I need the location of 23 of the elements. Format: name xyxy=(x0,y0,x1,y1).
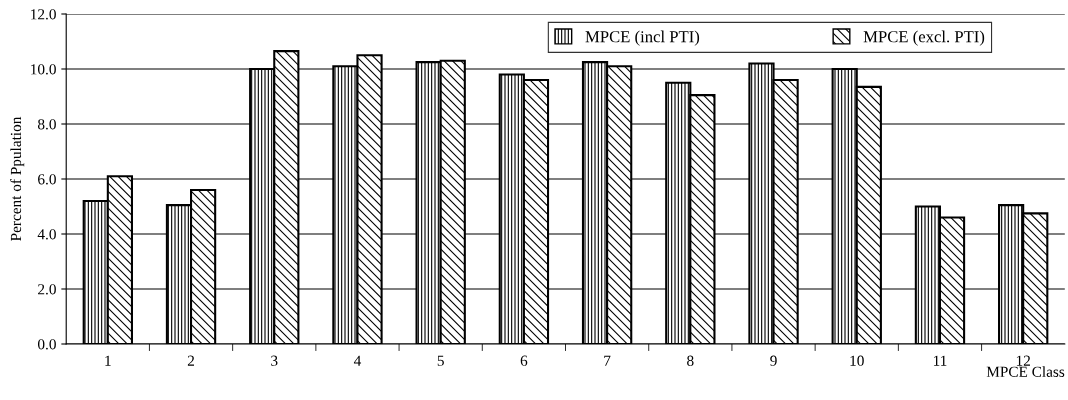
y-tick-label: 8.0 xyxy=(37,119,56,130)
legend-label: MPCE (incl PTI) xyxy=(585,30,700,46)
x-tick-label: 3 xyxy=(271,355,278,366)
y-tick-label: 2.0 xyxy=(38,284,56,295)
x-tick-label: 9 xyxy=(770,355,777,366)
y-tick-label: 10.0 xyxy=(31,64,56,75)
y-tick-label: 6.0 xyxy=(38,174,56,185)
x-tick-label: 6 xyxy=(520,355,528,366)
x-tick-label: 5 xyxy=(437,355,444,366)
y-tick-label: 4.0 xyxy=(37,229,56,240)
x-tick-label: 1 xyxy=(105,355,111,366)
x-tick-label: 12 xyxy=(1016,355,1030,366)
x-tick-label: 8 xyxy=(687,355,694,366)
y-tick-label: 12.0 xyxy=(31,9,56,20)
x-tick-label: 11 xyxy=(933,355,947,366)
x-tick-label: 10 xyxy=(850,355,864,366)
x-tick-label: 2 xyxy=(187,355,195,366)
x-tick-label: 7 xyxy=(604,355,611,366)
y-axis-title: Percent of Ppulation xyxy=(10,116,25,241)
y-tick-label: 0.0 xyxy=(37,339,56,350)
x-tick-label: 4 xyxy=(353,355,362,366)
x-axis-title: MPCE Class xyxy=(986,366,1065,377)
legend-label: MPCE (excl. PTI) xyxy=(863,30,985,46)
